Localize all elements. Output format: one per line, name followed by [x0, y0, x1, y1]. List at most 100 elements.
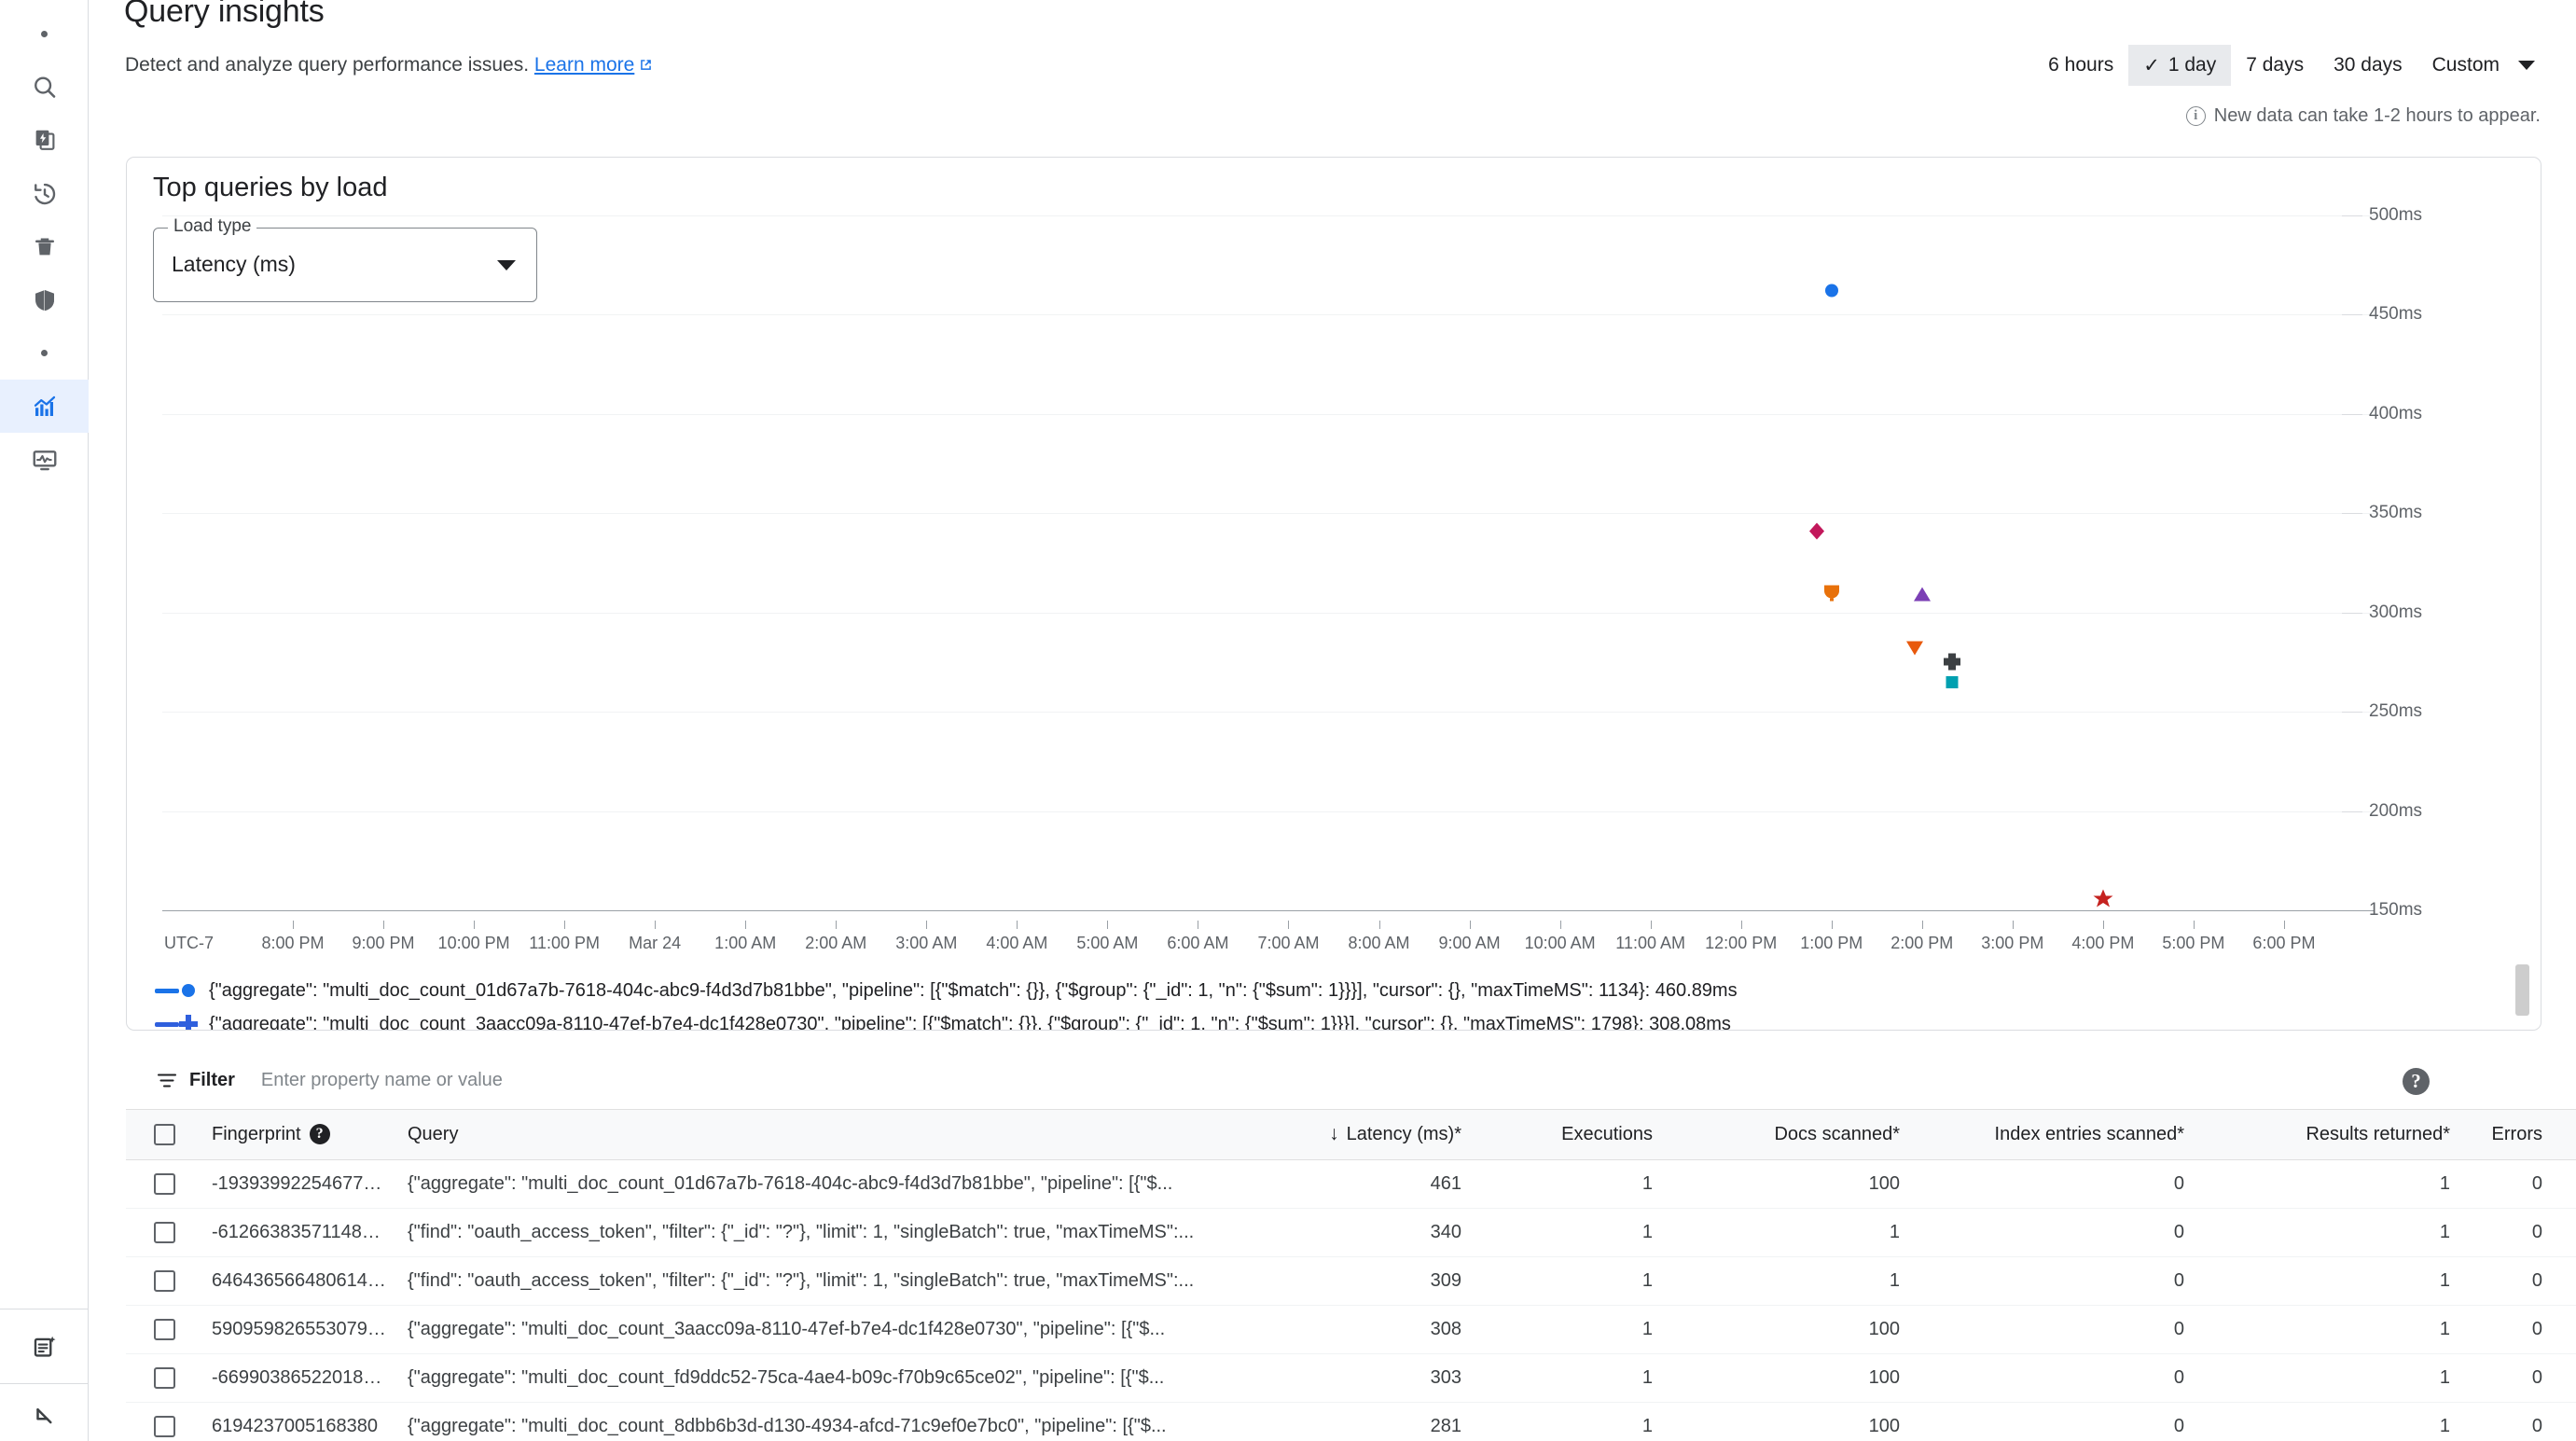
dot-icon: [41, 31, 48, 37]
sidebar-item-query-insights[interactable]: [0, 380, 89, 433]
learn-more-link[interactable]: Learn more: [534, 54, 634, 76]
legend-item[interactable]: {"aggregate": "multi_doc_count_3aacc09a-…: [155, 1007, 2449, 1031]
data-point[interactable]: [1820, 279, 1844, 308]
sidebar-item-history[interactable]: [0, 167, 89, 220]
table-row[interactable]: -6699038652201821444 {"aggregate": "multi…: [126, 1353, 2576, 1403]
x-axis-label: 3:00 AM: [895, 934, 958, 952]
history-icon: [34, 183, 55, 204]
row-checkbox[interactable]: [153, 1221, 175, 1243]
data-point[interactable]: [1940, 670, 1964, 699]
chart-legend: {"aggregate": "multi_doc_count_01d67a7b-…: [155, 974, 2449, 1031]
x-axis-tick: [2102, 921, 2104, 929]
page-title: Query insights: [124, 0, 325, 29]
row-checkbox-cell[interactable]: [126, 1256, 202, 1306]
sidebar-item-release-notes[interactable]: [0, 1309, 89, 1383]
row-fingerprint: 6194237005168380: [202, 1402, 398, 1441]
row-executions: 1: [1471, 1208, 1662, 1257]
legend-item[interactable]: {"aggregate": "multi_doc_count_01d67a7b-…: [155, 974, 2449, 1007]
legend-marker: [155, 1012, 209, 1030]
table-row[interactable]: 6464365664806143558 {"find": "oauth_acces…: [126, 1256, 2576, 1306]
time-range-6-hours[interactable]: 6 hours: [2048, 54, 2114, 76]
row-checkbox-cell[interactable]: [126, 1208, 202, 1257]
help-icon[interactable]: ?: [2403, 1068, 2430, 1095]
data-point[interactable]: [2091, 886, 2115, 915]
row-query: {"aggregate": "multi_doc_count_fd9ddc52-…: [398, 1353, 1214, 1403]
data-point[interactable]: [1820, 580, 1844, 609]
sidebar-item-search[interactable]: [0, 61, 89, 114]
gridline: [162, 612, 2375, 614]
y-axis-tick: [2342, 712, 2362, 714]
row-checkbox-cell[interactable]: [126, 1159, 202, 1209]
column-errors[interactable]: Errors: [2459, 1110, 2576, 1160]
time-range-7-days[interactable]: 7 days: [2246, 54, 2305, 76]
x-axis-tick: [474, 921, 476, 929]
sidebar-item-query-plan[interactable]: [0, 114, 89, 167]
x-axis-label: 6:00 PM: [2252, 934, 2316, 952]
table-row[interactable]: -1939399225467714246 {"aggregate": "multi…: [126, 1159, 2576, 1209]
filter-bar[interactable]: Filter Enter property name or value ?: [126, 1052, 2576, 1110]
time-range-1-day[interactable]: ✓ 1 day: [2128, 45, 2232, 86]
x-axis-tick: [1107, 921, 1109, 929]
y-axis-tick: [2342, 413, 2362, 415]
queries-table-section: Filter Enter property name or value ? Fi…: [126, 1052, 2576, 1441]
select-all-checkbox[interactable]: [153, 1123, 175, 1145]
row-latency: 308: [1214, 1305, 1471, 1354]
row-index-entries: 0: [1909, 1305, 2194, 1354]
chevron-down-icon[interactable]: [2518, 61, 2535, 70]
row-index-entries: 0: [1909, 1208, 2194, 1257]
row-query: {"find": "oauth_access_token", "filter":…: [398, 1256, 1214, 1306]
legend-label: {"aggregate": "multi_doc_count_3aacc09a-…: [209, 1013, 1731, 1031]
row-query: {"find": "oauth_access_token", "filter":…: [398, 1208, 1214, 1257]
column-fingerprint[interactable]: Fingerprint ?: [202, 1110, 398, 1160]
table-row[interactable]: -6126638357114832217 {"find": "oauth_acce…: [126, 1208, 2576, 1257]
data-point[interactable]: [1910, 582, 1934, 611]
chevron-down-icon[interactable]: [497, 260, 516, 270]
sort-desc-icon: ↓: [1329, 1123, 1339, 1145]
load-type-select[interactable]: Load type Latency (ms): [153, 216, 537, 302]
time-range-custom[interactable]: Custom: [2431, 54, 2500, 76]
sidebar-item-trash[interactable]: [0, 220, 89, 273]
row-checkbox-cell[interactable]: [126, 1305, 202, 1354]
row-checkbox[interactable]: [153, 1172, 175, 1195]
column-docs-scanned[interactable]: Docs scanned*: [1662, 1110, 1909, 1160]
sidebar-item-security[interactable]: [0, 273, 89, 326]
row-checkbox-cell[interactable]: [126, 1353, 202, 1403]
rail-bottom-group: [0, 1309, 89, 1441]
timezone-label: UTC-7: [164, 934, 214, 952]
row-checkbox[interactable]: [153, 1366, 175, 1389]
time-range-selector[interactable]: 6 hours ✓ 1 day 7 days 30 days Custom: [2033, 45, 2541, 86]
x-axis-label: 10:00 AM: [1524, 934, 1596, 952]
row-checkbox[interactable]: [153, 1269, 175, 1292]
table-row[interactable]: 5909598265530790504 {"aggregate": "multi_…: [126, 1305, 2576, 1354]
sidebar-item-collapse[interactable]: [0, 1383, 89, 1441]
y-axis-label: 200ms: [2369, 800, 2423, 821]
column-results-returned[interactable]: Results returned*: [2194, 1110, 2459, 1160]
row-checkbox-cell[interactable]: [126, 1402, 202, 1441]
row-checkbox[interactable]: [153, 1318, 175, 1340]
legend-scrollbar[interactable]: [2515, 964, 2529, 1016]
x-axis-label: 6:00 AM: [1167, 934, 1229, 952]
x-axis-label: 3:00 PM: [1981, 934, 2044, 952]
collapse-arrow-icon: [35, 1407, 51, 1423]
column-query[interactable]: Query: [398, 1110, 1214, 1160]
select-all-header[interactable]: [126, 1110, 202, 1160]
row-checkbox[interactable]: [153, 1415, 175, 1437]
search-icon: [34, 76, 55, 98]
column-index-entries-scanned[interactable]: Index entries scanned*: [1909, 1110, 2194, 1160]
sidebar-item-monitoring[interactable]: [0, 433, 89, 486]
column-latency[interactable]: ↓ Latency (ms)*: [1214, 1110, 1471, 1160]
x-axis-label: 4:00 AM: [986, 934, 1048, 952]
sidebar-item-dot-top[interactable]: [0, 7, 89, 61]
top-queries-card: Top queries by load Load type Latency (m…: [126, 157, 2541, 1031]
filter-input[interactable]: Enter property name or value: [260, 1070, 503, 1090]
fingerprint-help-icon[interactable]: ?: [309, 1124, 330, 1145]
data-point[interactable]: [1940, 650, 1964, 679]
sidebar-item-dot-mid[interactable]: [0, 326, 89, 380]
column-executions[interactable]: Executions: [1471, 1110, 1662, 1160]
table-row[interactable]: 6194237005168380 {"aggregate": "multi_doc…: [126, 1402, 2576, 1441]
monitor-wave-icon: [33, 450, 56, 470]
data-point[interactable]: [1805, 519, 1829, 547]
data-point[interactable]: [1903, 636, 1927, 665]
time-range-30-days[interactable]: 30 days: [2334, 54, 2403, 76]
row-query: {"aggregate": "multi_doc_count_01d67a7b-…: [398, 1159, 1214, 1209]
